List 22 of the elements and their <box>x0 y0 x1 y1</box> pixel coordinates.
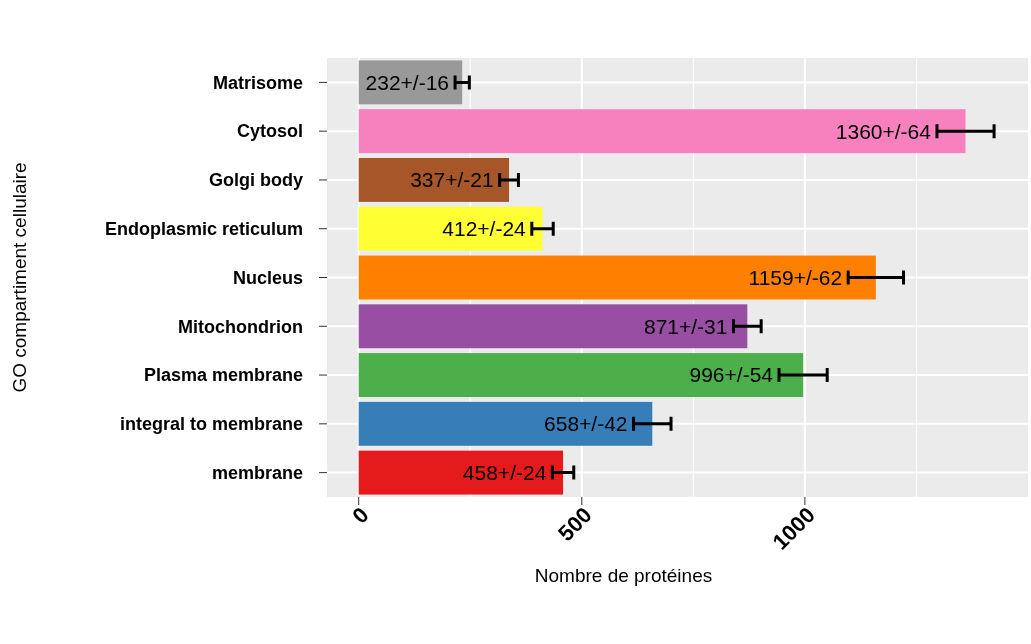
data-label: 412+/-24 <box>442 217 527 241</box>
data-label: 658+/-42 <box>544 412 628 436</box>
data-label: 232+/-16 <box>365 70 450 94</box>
data-label: 1159+/-62 <box>748 265 843 289</box>
data-label: 1360+/-64 <box>835 119 932 143</box>
x-tick-label: 500 <box>553 502 597 546</box>
data-label: 458+/-24 <box>462 460 547 484</box>
y-tick-label: Nucleus <box>232 267 303 288</box>
y-tick-label: Plasma membrane <box>143 365 303 386</box>
x-tick-label: 0 <box>347 502 374 529</box>
data-label: 996+/-54 <box>689 363 774 387</box>
y-tick-label: Endoplasmic reticulum <box>104 219 303 240</box>
y-tick-label: Golgi body <box>209 170 303 191</box>
y-tick-label: integral to membrane <box>119 414 303 435</box>
x-axis-title: Nombre de protéines <box>534 565 713 586</box>
y-tick-label: Cytosol <box>236 121 303 142</box>
y-tick-label: Matrisome <box>212 72 303 93</box>
y-axis-title: GO compartiment cellulaire <box>9 162 30 393</box>
data-label: 871+/-31 <box>644 314 728 338</box>
y-tick-label: membrane <box>211 462 303 483</box>
data-label: 337+/-21 <box>410 168 494 192</box>
y-tick-label: Mitochondrion <box>178 316 303 337</box>
